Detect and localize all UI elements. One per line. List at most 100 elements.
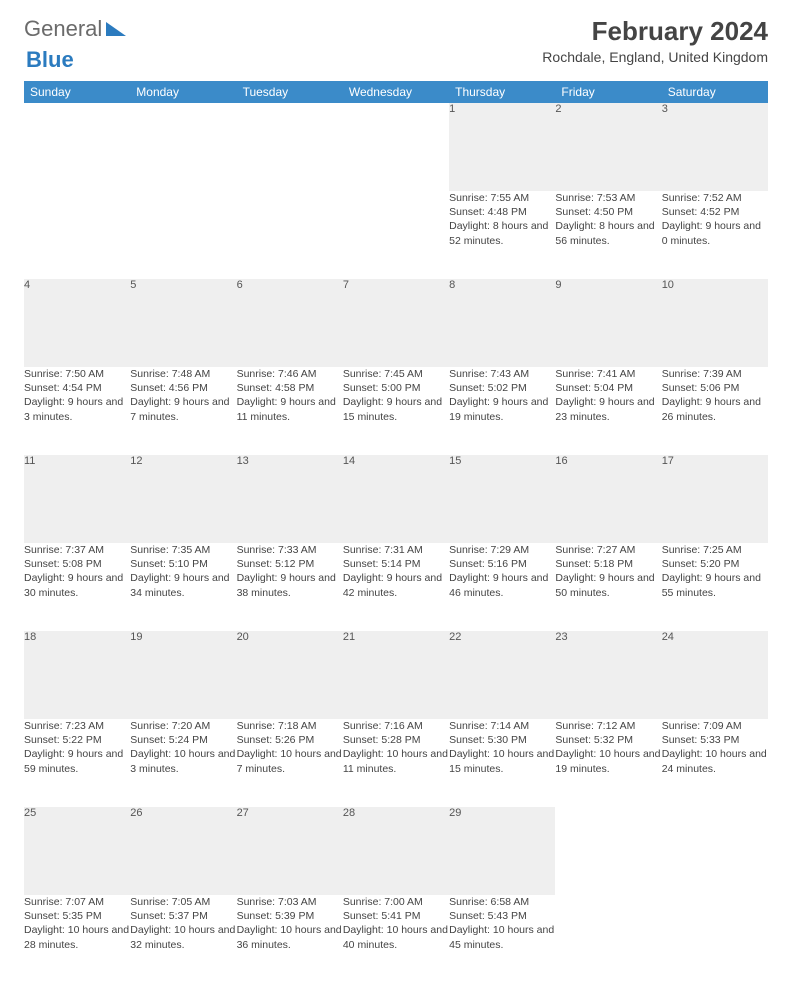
daylight-line: Daylight: 9 hours and 7 minutes. — [130, 395, 236, 423]
sunrise-line: Sunrise: 7:23 AM — [24, 719, 130, 733]
day-number: 5 — [130, 279, 236, 367]
day-number: 26 — [130, 807, 236, 895]
daylight-line: Daylight: 8 hours and 56 minutes. — [555, 219, 661, 247]
day-info: Sunrise: 7:12 AMSunset: 5:32 PMDaylight:… — [555, 719, 661, 807]
day-number: 12 — [130, 455, 236, 543]
weekday-header: Friday — [555, 81, 661, 103]
daylight-line: Daylight: 9 hours and 42 minutes. — [343, 571, 449, 599]
day-number: 4 — [24, 279, 130, 367]
daylight-line: Daylight: 10 hours and 7 minutes. — [237, 747, 343, 775]
daylight-line: Daylight: 9 hours and 59 minutes. — [24, 747, 130, 775]
sunset-line: Sunset: 5:22 PM — [24, 733, 130, 747]
daylight-line: Daylight: 9 hours and 26 minutes. — [662, 395, 768, 423]
daylight-line: Daylight: 10 hours and 3 minutes. — [130, 747, 236, 775]
empty-day-info — [24, 191, 130, 279]
empty-day-info — [237, 191, 343, 279]
sunrise-line: Sunrise: 7:31 AM — [343, 543, 449, 557]
sunrise-line: Sunrise: 7:03 AM — [237, 895, 343, 909]
sunrise-line: Sunrise: 7:14 AM — [449, 719, 555, 733]
daylight-line: Daylight: 10 hours and 19 minutes. — [555, 747, 661, 775]
day-number: 22 — [449, 631, 555, 719]
daylight-line: Daylight: 9 hours and 34 minutes. — [130, 571, 236, 599]
weekday-header-row: SundayMondayTuesdayWednesdayThursdayFrid… — [24, 81, 768, 103]
day-number: 17 — [662, 455, 768, 543]
day-info: Sunrise: 7:55 AMSunset: 4:48 PMDaylight:… — [449, 191, 555, 279]
day-info: Sunrise: 7:45 AMSunset: 5:00 PMDaylight:… — [343, 367, 449, 455]
sunset-line: Sunset: 5:14 PM — [343, 557, 449, 571]
weekday-header: Monday — [130, 81, 236, 103]
day-info: Sunrise: 7:03 AMSunset: 5:39 PMDaylight:… — [237, 895, 343, 983]
sunrise-line: Sunrise: 7:45 AM — [343, 367, 449, 381]
sunrise-line: Sunrise: 7:55 AM — [449, 191, 555, 205]
sunrise-line: Sunrise: 7:35 AM — [130, 543, 236, 557]
day-number: 10 — [662, 279, 768, 367]
weekday-header: Thursday — [449, 81, 555, 103]
sunset-line: Sunset: 4:54 PM — [24, 381, 130, 395]
day-number: 27 — [237, 807, 343, 895]
weekday-header: Saturday — [662, 81, 768, 103]
daylight-line: Daylight: 9 hours and 50 minutes. — [555, 571, 661, 599]
sunset-line: Sunset: 4:58 PM — [237, 381, 343, 395]
day-info: Sunrise: 7:52 AMSunset: 4:52 PMDaylight:… — [662, 191, 768, 279]
day-info: Sunrise: 7:18 AMSunset: 5:26 PMDaylight:… — [237, 719, 343, 807]
day-info: Sunrise: 7:46 AMSunset: 4:58 PMDaylight:… — [237, 367, 343, 455]
day-number: 21 — [343, 631, 449, 719]
weekday-header: Sunday — [24, 81, 130, 103]
daylight-line: Daylight: 9 hours and 15 minutes. — [343, 395, 449, 423]
sunset-line: Sunset: 5:28 PM — [343, 733, 449, 747]
daylight-line: Daylight: 10 hours and 24 minutes. — [662, 747, 768, 775]
day-info: Sunrise: 7:14 AMSunset: 5:30 PMDaylight:… — [449, 719, 555, 807]
day-info: Sunrise: 7:33 AMSunset: 5:12 PMDaylight:… — [237, 543, 343, 631]
sunset-line: Sunset: 5:24 PM — [130, 733, 236, 747]
daylight-line: Daylight: 9 hours and 30 minutes. — [24, 571, 130, 599]
daylight-line: Daylight: 9 hours and 46 minutes. — [449, 571, 555, 599]
daylight-line: Daylight: 10 hours and 36 minutes. — [237, 923, 343, 951]
daylight-line: Daylight: 10 hours and 28 minutes. — [24, 923, 130, 951]
logo-triangle-icon — [106, 16, 126, 42]
day-info: Sunrise: 7:09 AMSunset: 5:33 PMDaylight:… — [662, 719, 768, 807]
day-number: 16 — [555, 455, 661, 543]
sunset-line: Sunset: 5:02 PM — [449, 381, 555, 395]
sunrise-line: Sunrise: 7:09 AM — [662, 719, 768, 733]
sunrise-line: Sunrise: 7:05 AM — [130, 895, 236, 909]
daylight-line: Daylight: 10 hours and 15 minutes. — [449, 747, 555, 775]
empty-day-info — [130, 191, 236, 279]
day-info-row: Sunrise: 7:55 AMSunset: 4:48 PMDaylight:… — [24, 191, 768, 279]
empty-day-number — [130, 103, 236, 191]
day-number: 7 — [343, 279, 449, 367]
empty-day-number — [662, 807, 768, 895]
daylight-line: Daylight: 9 hours and 19 minutes. — [449, 395, 555, 423]
daylight-line: Daylight: 9 hours and 0 minutes. — [662, 219, 768, 247]
sunset-line: Sunset: 5:41 PM — [343, 909, 449, 923]
sunrise-line: Sunrise: 7:16 AM — [343, 719, 449, 733]
day-number: 14 — [343, 455, 449, 543]
empty-day-number — [555, 807, 661, 895]
day-info: Sunrise: 7:50 AMSunset: 4:54 PMDaylight:… — [24, 367, 130, 455]
day-info-row: Sunrise: 7:07 AMSunset: 5:35 PMDaylight:… — [24, 895, 768, 983]
daylight-line: Daylight: 10 hours and 32 minutes. — [130, 923, 236, 951]
empty-day-number — [237, 103, 343, 191]
sunset-line: Sunset: 5:37 PM — [130, 909, 236, 923]
day-info: Sunrise: 7:25 AMSunset: 5:20 PMDaylight:… — [662, 543, 768, 631]
day-number-row: 2526272829 — [24, 807, 768, 895]
day-number: 28 — [343, 807, 449, 895]
day-info-row: Sunrise: 7:50 AMSunset: 4:54 PMDaylight:… — [24, 367, 768, 455]
sunrise-line: Sunrise: 7:37 AM — [24, 543, 130, 557]
sunset-line: Sunset: 5:33 PM — [662, 733, 768, 747]
day-info: Sunrise: 7:39 AMSunset: 5:06 PMDaylight:… — [662, 367, 768, 455]
sunrise-line: Sunrise: 7:27 AM — [555, 543, 661, 557]
location-subtitle: Rochdale, England, United Kingdom — [542, 49, 768, 65]
day-info-row: Sunrise: 7:37 AMSunset: 5:08 PMDaylight:… — [24, 543, 768, 631]
day-number: 13 — [237, 455, 343, 543]
daylight-line: Daylight: 10 hours and 40 minutes. — [343, 923, 449, 951]
sunrise-line: Sunrise: 7:12 AM — [555, 719, 661, 733]
day-info: Sunrise: 7:23 AMSunset: 5:22 PMDaylight:… — [24, 719, 130, 807]
day-info: Sunrise: 7:07 AMSunset: 5:35 PMDaylight:… — [24, 895, 130, 983]
day-info: Sunrise: 7:05 AMSunset: 5:37 PMDaylight:… — [130, 895, 236, 983]
daylight-line: Daylight: 9 hours and 38 minutes. — [237, 571, 343, 599]
day-number: 24 — [662, 631, 768, 719]
day-number: 1 — [449, 103, 555, 191]
sunset-line: Sunset: 5:30 PM — [449, 733, 555, 747]
sunset-line: Sunset: 4:50 PM — [555, 205, 661, 219]
sunrise-line: Sunrise: 6:58 AM — [449, 895, 555, 909]
